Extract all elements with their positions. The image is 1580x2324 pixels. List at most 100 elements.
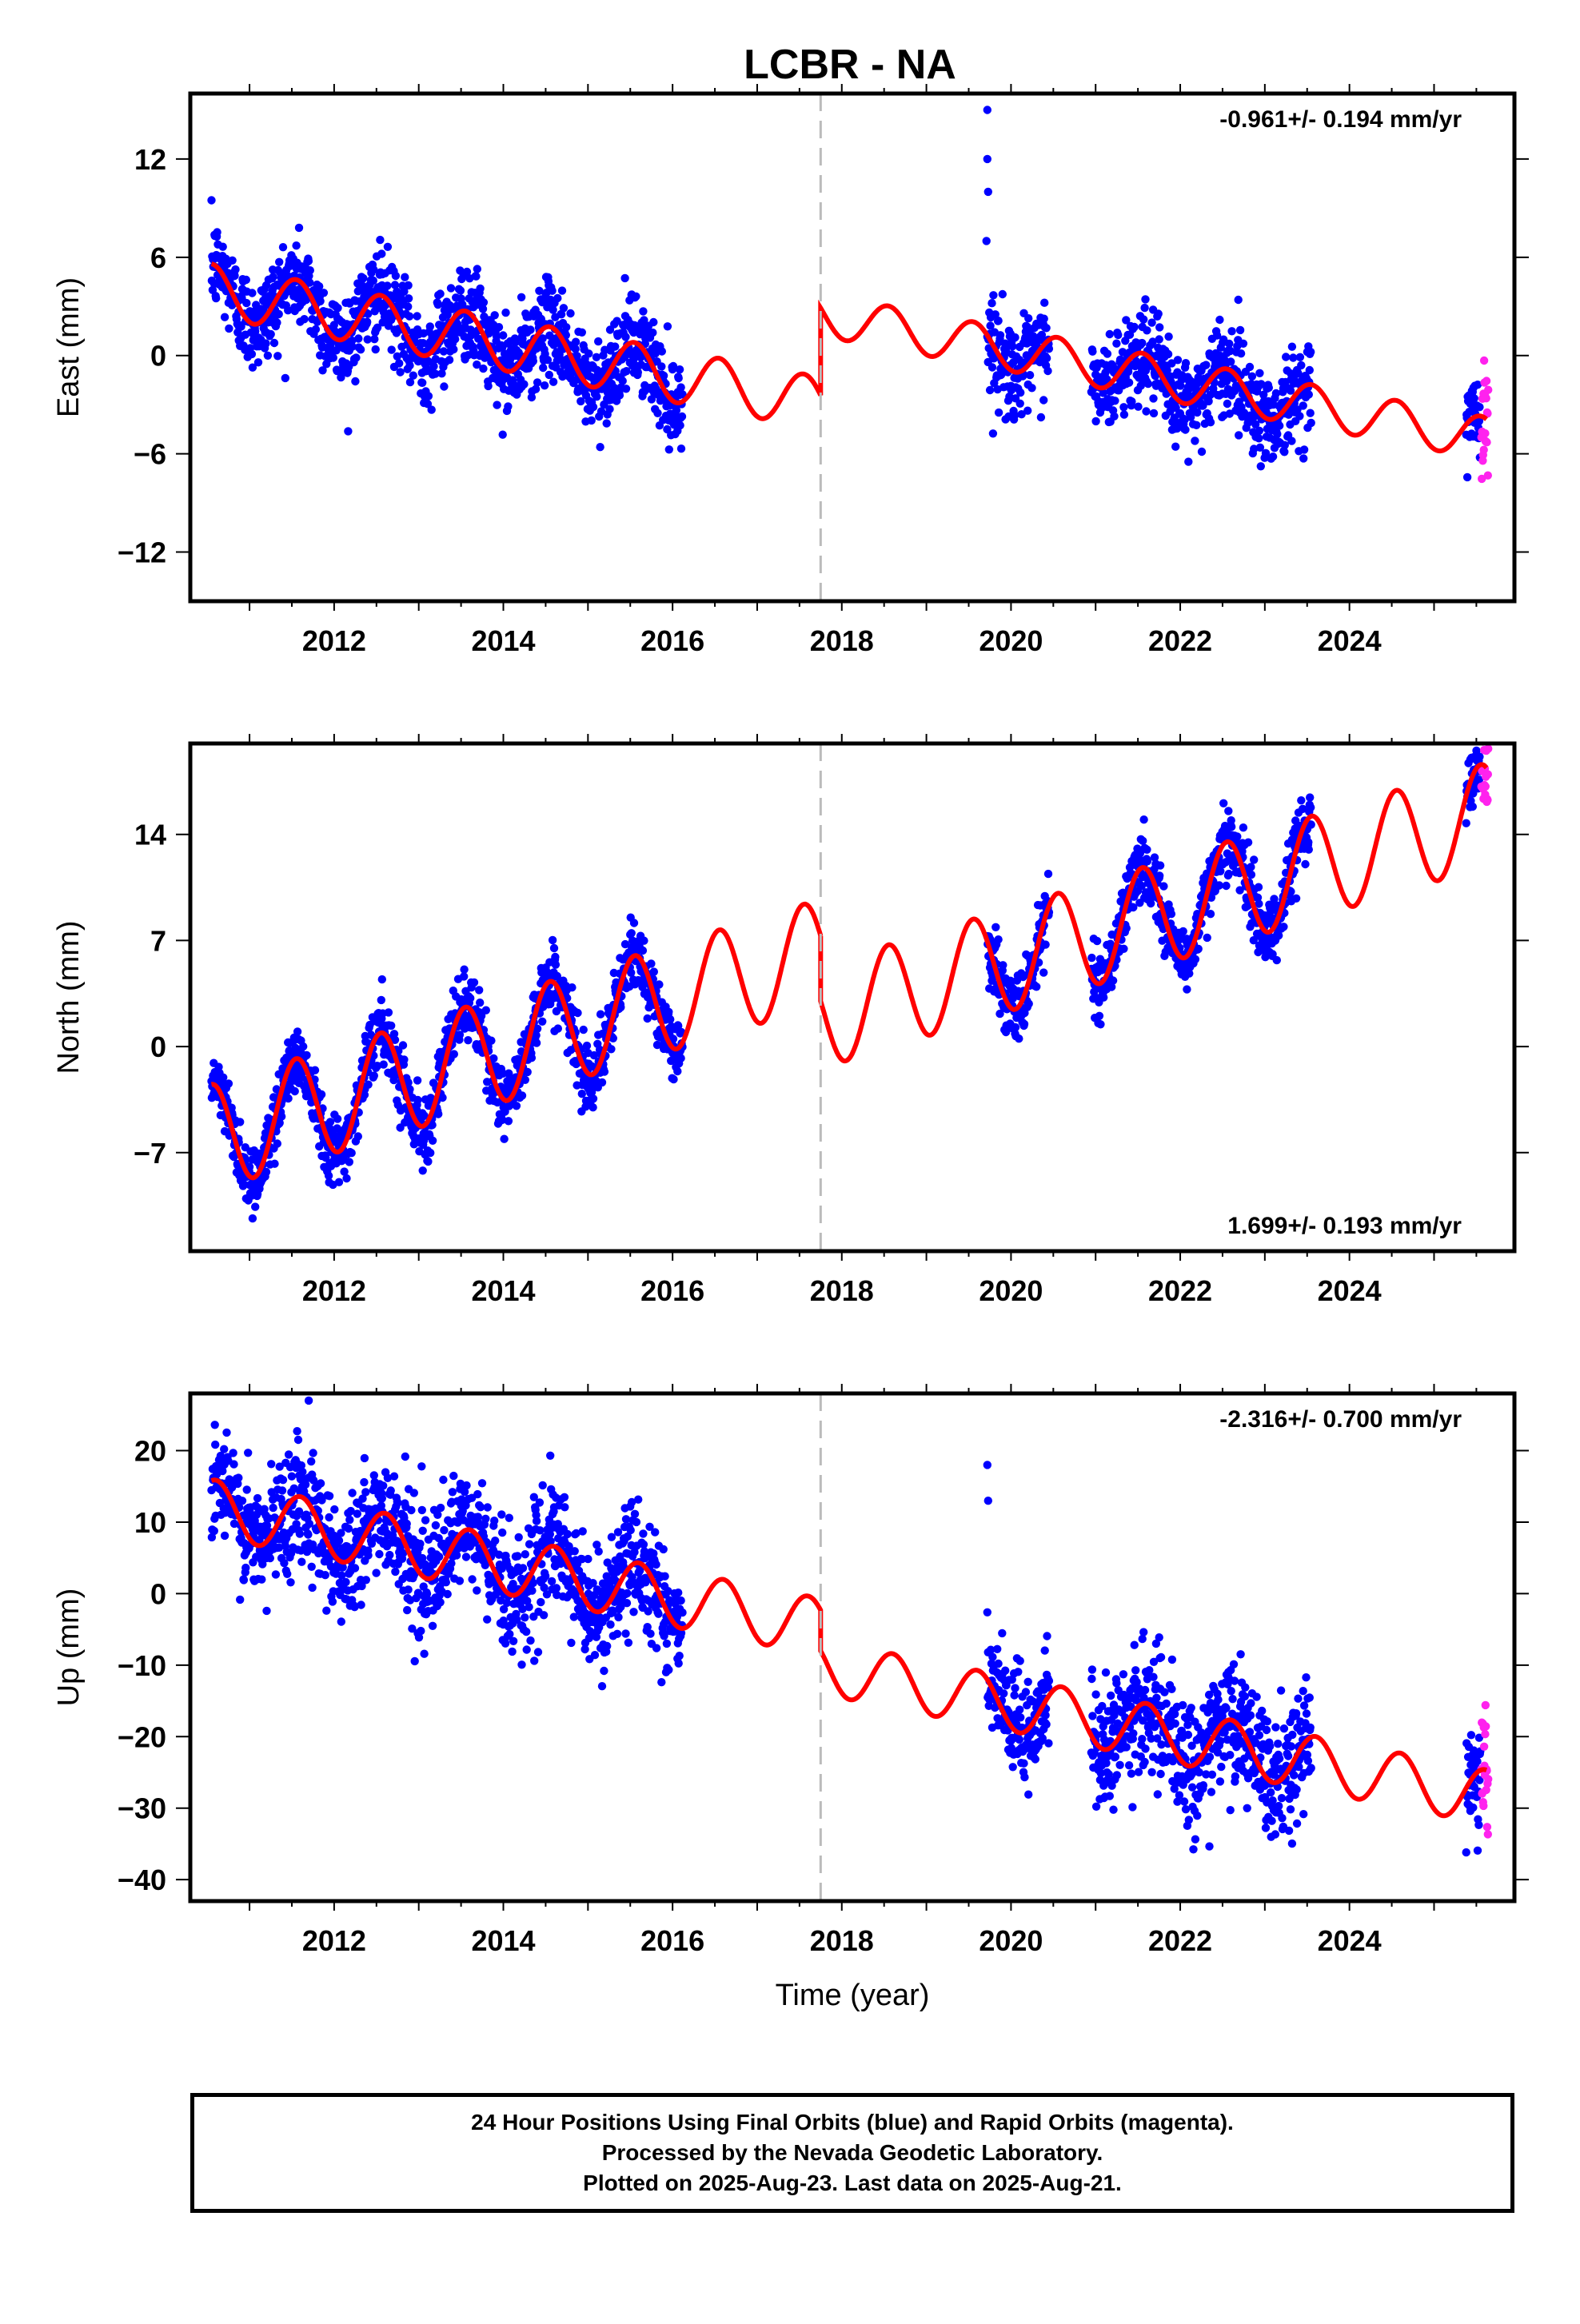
plot-area [207, 1397, 1492, 1857]
data-point [1143, 326, 1151, 334]
data-point [1043, 354, 1051, 362]
data-point [588, 417, 596, 425]
data-point [212, 294, 220, 302]
data-point [248, 350, 256, 358]
rapid-data-point [1480, 446, 1488, 454]
data-point [403, 1520, 411, 1528]
data-point [240, 1576, 248, 1584]
data-point [487, 1037, 495, 1045]
data-point [607, 1045, 615, 1053]
data-point [1239, 340, 1247, 348]
data-point [473, 1586, 481, 1594]
data-point [1279, 923, 1287, 931]
data-point [403, 1606, 411, 1614]
data-point [450, 1050, 458, 1058]
data-point [231, 265, 239, 273]
data-point [352, 353, 360, 361]
data-point [558, 286, 566, 294]
data-point [401, 273, 409, 281]
data-point [1039, 968, 1047, 976]
data-point [400, 1055, 408, 1063]
data-point [273, 1139, 281, 1147]
x-tick-label: 2022 [1148, 624, 1212, 657]
data-point [553, 294, 561, 302]
data-point [493, 401, 501, 409]
data-point [521, 1076, 529, 1084]
data-point [219, 243, 227, 251]
rapid-data-point [1478, 732, 1486, 740]
data-point [482, 1007, 490, 1015]
data-point [387, 1486, 395, 1494]
data-point [279, 243, 287, 251]
data-point [316, 297, 324, 305]
data-point [1300, 445, 1308, 453]
data-point [1257, 462, 1265, 470]
data-point [528, 1054, 536, 1062]
plot-area [207, 106, 1492, 483]
data-point [220, 1445, 228, 1453]
data-point [1207, 418, 1215, 426]
data-point [616, 391, 624, 399]
data-point [676, 1054, 684, 1062]
data-point [409, 372, 417, 380]
data-point [1182, 359, 1190, 367]
data-point [1198, 448, 1206, 456]
data-point [1155, 335, 1163, 343]
data-point [620, 274, 628, 282]
data-point [1235, 431, 1243, 439]
data-point [1023, 407, 1031, 415]
data-point [372, 345, 380, 353]
data-point [1164, 333, 1172, 341]
x-tick-label: 2020 [979, 624, 1043, 657]
data-point [291, 1087, 299, 1095]
data-point [630, 919, 638, 927]
data-point [249, 1214, 257, 1222]
data-point [669, 1075, 677, 1083]
data-point [1164, 350, 1172, 358]
plot-area [207, 712, 1492, 1222]
data-point [1255, 434, 1263, 442]
data-point [1227, 357, 1235, 365]
data-point [603, 419, 611, 427]
data-point [572, 338, 580, 346]
data-point [348, 1149, 356, 1157]
rapid-data-point [1480, 357, 1488, 365]
data-point [439, 1476, 447, 1484]
data-point [354, 334, 362, 342]
data-point [1223, 400, 1231, 408]
data-point [418, 1506, 426, 1514]
data-point [475, 986, 483, 994]
data-point [210, 1527, 218, 1535]
data-point [1275, 421, 1283, 429]
data-point [476, 999, 484, 1007]
data-point [302, 1051, 310, 1059]
data-point [1305, 390, 1313, 398]
data-point [425, 392, 433, 400]
data-point [1044, 870, 1052, 878]
data-point [376, 236, 384, 244]
data-point [269, 1504, 277, 1512]
data-point [1307, 419, 1315, 427]
data-point [675, 374, 683, 382]
data-point [1304, 838, 1312, 846]
data-point [262, 1607, 270, 1615]
data-point [549, 936, 557, 944]
data-point [370, 1071, 378, 1079]
data-point [1103, 349, 1111, 357]
data-point [549, 378, 557, 386]
data-point [241, 1564, 249, 1572]
data-point [330, 1505, 338, 1513]
final-orbit-points [207, 737, 1484, 1223]
data-point [1039, 396, 1047, 404]
data-point [1475, 403, 1483, 411]
rapid-data-point [1478, 712, 1486, 720]
data-point [321, 1571, 329, 1579]
data-point [296, 1529, 304, 1537]
data-point [657, 362, 665, 370]
data-point [589, 1094, 597, 1102]
data-point [393, 1499, 401, 1507]
data-point [429, 362, 437, 370]
rapid-data-point [1484, 744, 1492, 752]
data-point [1032, 983, 1040, 991]
data-point [1139, 315, 1147, 323]
